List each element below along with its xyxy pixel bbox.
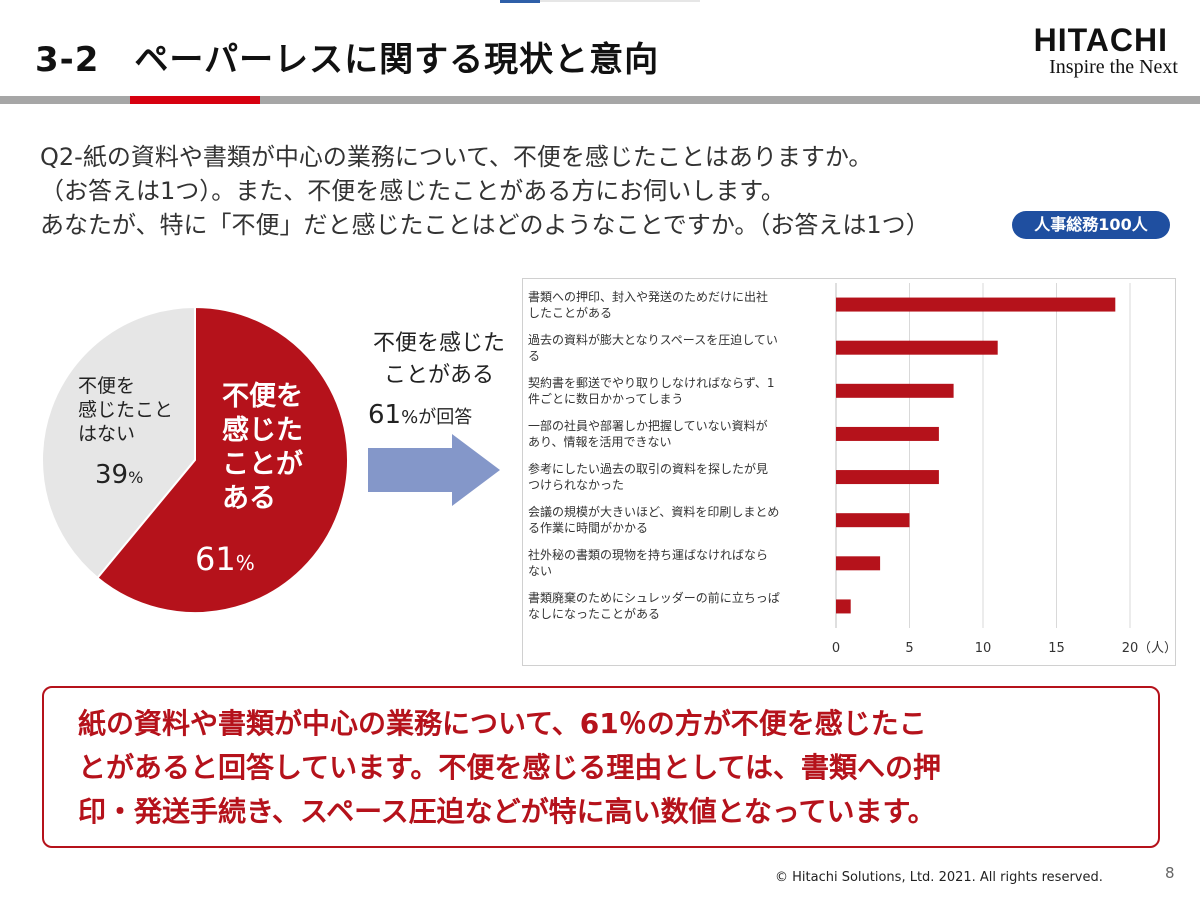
percent-sign: % xyxy=(128,468,144,487)
question-line-2: （お答えは1つ）。また、不便を感じたことがある方にお伺いします。 xyxy=(40,177,785,205)
pie-label-no-line: 不便を xyxy=(78,375,136,397)
pie-value-yes: 61% xyxy=(195,540,255,578)
conclusion-line-1: 紙の資料や書類が中心の業務について、61％の方が不便を感じたこ xyxy=(78,707,927,740)
top-accent xyxy=(500,0,540,3)
pie-value-yes-number: 61 xyxy=(195,540,236,578)
question-text: Q2-紙の資料や書類が中心の業務について、不便を感じたことはありますか。 （お答… xyxy=(40,140,930,242)
pie-label-no: 不便を 感じたこと はない xyxy=(78,374,173,446)
percent-sign: % xyxy=(235,551,255,575)
respondent-badge: 人事総務100人 xyxy=(1012,211,1170,239)
pie-label-no-line: 感じたこと xyxy=(78,399,174,421)
category-label-line: つけられなかった xyxy=(528,478,625,493)
top-accent-gray xyxy=(540,0,700,2)
pie-chart xyxy=(40,305,350,615)
pie-value-no-number: 39 xyxy=(95,460,129,490)
category-label-line: したことがある xyxy=(528,305,613,320)
conclusion-line-3: 印・発送手続き、スペース圧迫などが特に高い数値となっています。 xyxy=(78,795,936,828)
category-label: 参考にしたい過去の取引の資料を探したが見 つけられなかった xyxy=(528,461,828,493)
category-label-line: なしになったことがある xyxy=(528,607,661,622)
page-title: 3-2 ペーパーレスに関する現状と意向 xyxy=(35,40,660,80)
pie-slice-yes xyxy=(96,305,349,614)
pie-label-yes-line: ある xyxy=(222,483,276,514)
category-label-line: 契約書を郵送でやり取りしなければならず、1 xyxy=(528,375,775,390)
category-label-line: 会議の規模が大きいほど、資料を印刷しまとめ xyxy=(528,505,780,520)
category-label: 一部の社員や部署しか把握していない資料が あり、情報を活用できない xyxy=(528,418,828,450)
pie-label-yes-line: ことが xyxy=(222,449,303,480)
logo-tagline: Inspire the Next xyxy=(1049,56,1178,78)
conclusion-line-2: とがあると回答しています。不便を感じる理由としては、書類への押 xyxy=(78,751,941,784)
category-label: 会議の規模が大きいほど、資料を印刷しまとめ る作業に時間がかかる xyxy=(528,504,828,536)
category-label-line: 書類への押印、封入や発送のためだけに出社 xyxy=(528,289,769,304)
hitachi-logo: HITACHI xyxy=(1033,22,1168,58)
conclusion-box: 紙の資料や書類が中心の業務について、61％の方が不便を感じたこ とがあると回答し… xyxy=(42,686,1160,848)
pie-label-yes-line: 感じた xyxy=(222,415,303,446)
category-label-line: 一部の社員や部署しか把握していない資料が xyxy=(528,418,768,433)
inconvenience-percent-number: 61 xyxy=(368,400,402,430)
category-label-line: る xyxy=(528,348,541,363)
inconvenience-note-line-2: ことがある xyxy=(383,363,494,388)
category-label-line: あり、情報を活用できない xyxy=(528,434,672,449)
category-label: 書類への押印、封入や発送のためだけに出社 したことがある xyxy=(528,289,828,321)
right-arrow-icon xyxy=(368,434,500,506)
pie-value-no: 39% xyxy=(95,460,143,490)
title-rule-accent xyxy=(130,96,260,104)
category-label: 過去の資料が膨大となりスペースを圧迫している xyxy=(528,332,828,364)
category-label-line: 過去の資料が膨大となりスペースを圧迫してい xyxy=(528,332,778,347)
pie-label-yes: 不便を 感じた ことが ある xyxy=(222,380,303,516)
category-label-line: 参考にしたい過去の取引の資料を探したが見 xyxy=(528,462,769,477)
category-label: 社外秘の書類の現物を持ち運ばなければなら ない xyxy=(528,547,828,579)
inconvenience-percent-suffix: %が回答 xyxy=(401,407,473,428)
inconvenience-percent: 61%が回答 xyxy=(368,400,472,430)
question-line-1: Q2-紙の資料や書類が中心の業務について、不便を感じたことはありますか。 xyxy=(40,143,873,171)
question-line-3: あなたが、特に「不便」だと感じたことはどのようなことですか。（お答えは1つ） xyxy=(40,211,930,239)
pie-label-no-line: はない xyxy=(78,423,136,445)
category-label-line: 書類廃棄のためにシュレッダーの前に立ちっぱ xyxy=(528,591,780,606)
copyright: © Hitachi Solutions, Ltd. 2021. All righ… xyxy=(775,870,1103,885)
inconvenience-note: 不便を感じた ことがある xyxy=(360,328,518,392)
category-label-line: ない xyxy=(528,564,553,579)
category-label: 書類廃棄のためにシュレッダーの前に立ちっぱ なしになったことがある xyxy=(528,590,828,622)
category-label-line: る作業に時間がかかる xyxy=(528,521,649,536)
page-number: 8 xyxy=(1165,864,1175,882)
pie-slice-no xyxy=(41,305,196,580)
pie-label-yes-line: 不便を xyxy=(222,381,303,412)
title-rule xyxy=(0,96,1200,104)
category-label-line: 社外秘の書類の現物を持ち運ばなければなら xyxy=(528,548,769,563)
inconvenience-note-line-1: 不便を感じた xyxy=(372,331,505,356)
category-label: 契約書を郵送でやり取りしなければならず、1 件ごとに数日かかってしまう xyxy=(528,375,828,407)
category-label-line: 件ごとに数日かかってしまう xyxy=(528,391,684,406)
